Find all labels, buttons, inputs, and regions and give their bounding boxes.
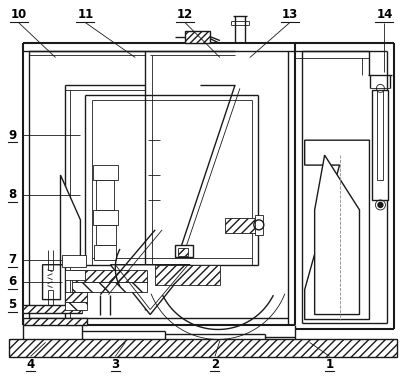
Bar xyxy=(63,255,86,267)
Bar xyxy=(372,90,388,200)
Bar xyxy=(23,305,83,313)
Polygon shape xyxy=(305,140,369,319)
Bar xyxy=(94,245,116,260)
Text: 10: 10 xyxy=(10,8,27,21)
Bar xyxy=(73,270,147,282)
Text: 3: 3 xyxy=(111,358,119,371)
Polygon shape xyxy=(315,155,359,315)
Bar xyxy=(185,31,210,42)
Circle shape xyxy=(378,202,383,207)
Text: 1: 1 xyxy=(326,358,334,371)
Bar xyxy=(225,218,260,233)
Bar xyxy=(9,340,397,357)
Bar xyxy=(93,165,118,180)
Bar xyxy=(155,265,220,285)
Bar xyxy=(175,245,193,257)
Text: 4: 4 xyxy=(26,358,35,371)
Text: 12: 12 xyxy=(177,8,193,21)
Text: 5: 5 xyxy=(8,298,17,311)
Bar xyxy=(377,90,383,180)
Text: 2: 2 xyxy=(211,358,219,371)
Text: 6: 6 xyxy=(8,275,17,288)
Bar xyxy=(255,215,263,235)
Text: 14: 14 xyxy=(376,8,392,21)
Text: 7: 7 xyxy=(9,253,17,266)
Bar xyxy=(73,282,147,291)
Text: 11: 11 xyxy=(77,8,93,21)
Text: 9: 9 xyxy=(8,129,17,142)
Polygon shape xyxy=(111,265,190,315)
Bar xyxy=(23,318,88,324)
Text: 8: 8 xyxy=(8,188,17,202)
Bar xyxy=(65,270,85,280)
Bar xyxy=(96,180,114,210)
Bar xyxy=(65,291,88,302)
Text: 13: 13 xyxy=(281,8,298,21)
Bar xyxy=(65,302,88,310)
Bar xyxy=(93,210,118,225)
Bar xyxy=(96,225,116,245)
Bar xyxy=(178,248,188,256)
Polygon shape xyxy=(43,175,80,299)
